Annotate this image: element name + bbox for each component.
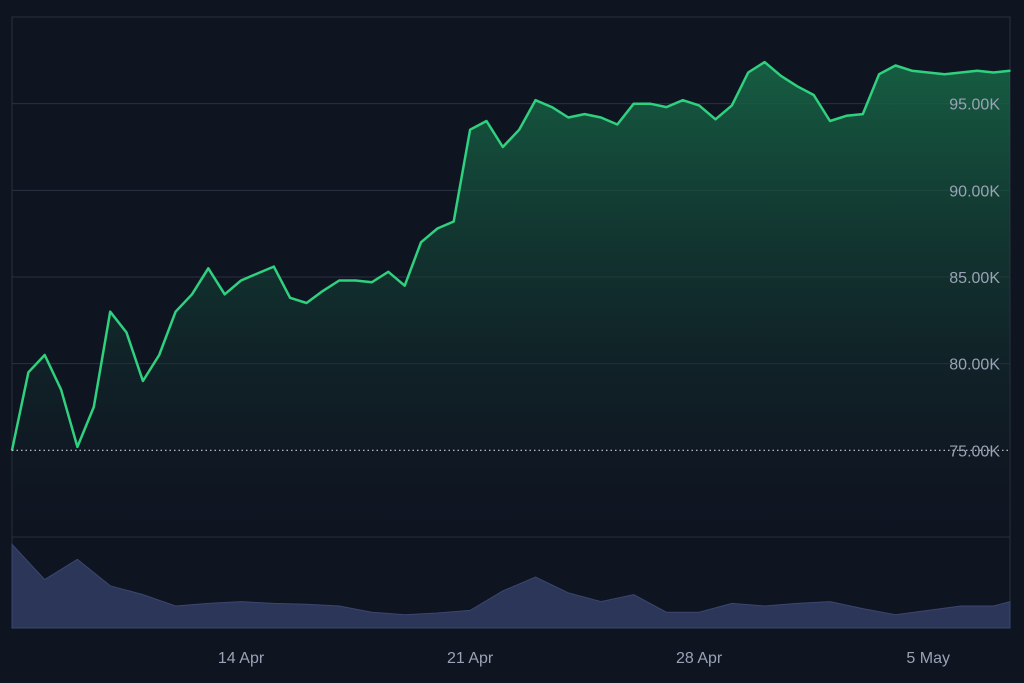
price-point [583, 113, 586, 115]
x-axis: 14 Apr 21 Apr 28 Apr 5 May [218, 650, 950, 667]
price-point [240, 279, 242, 282]
price-point [93, 406, 95, 408]
price-point [76, 446, 79, 448]
price-point [927, 71, 929, 74]
price-point [780, 75, 782, 77]
price-point [534, 99, 537, 101]
price-area [12, 62, 1010, 537]
price-point [354, 279, 357, 282]
y-tick-label: 95.00K [949, 97, 1000, 114]
price-point [174, 310, 177, 313]
price-point [502, 146, 504, 148]
price-point [911, 69, 913, 72]
price-point [142, 380, 144, 382]
price-point [665, 106, 668, 108]
price-point [681, 99, 684, 101]
price-point [731, 104, 733, 107]
y-tick-label: 80.00K [949, 357, 1000, 374]
price-point [305, 302, 308, 304]
price-point [158, 354, 161, 356]
price-point [551, 106, 553, 108]
x-tick-label: 5 May [906, 650, 950, 667]
price-point [207, 267, 210, 270]
price-point [223, 293, 226, 296]
price-point [371, 281, 373, 284]
price-point [992, 71, 995, 74]
x-tick-label: 14 Apr [218, 650, 265, 667]
price-point [322, 290, 324, 292]
price-point [109, 310, 111, 313]
price-point [403, 284, 406, 287]
price-line-path [10, 60, 1011, 451]
price-point [338, 279, 341, 282]
price-point [698, 104, 700, 107]
price-point [567, 116, 570, 119]
price-point [60, 388, 62, 391]
price-point [436, 227, 439, 230]
price-point [191, 293, 193, 296]
price-point [387, 271, 390, 273]
price-point [894, 64, 897, 67]
y-axis: 75.00K 80.00K 85.00K 90.00K 95.00K [949, 97, 1000, 461]
price-area-fill [12, 62, 1010, 537]
price-point [469, 128, 471, 131]
price-point [420, 241, 422, 244]
x-tick-label: 28 Apr [676, 650, 723, 667]
price-line [10, 60, 1011, 452]
price-point [485, 120, 488, 122]
price-point [616, 123, 619, 126]
price-point [1009, 69, 1011, 72]
price-point [747, 71, 750, 74]
price-point [518, 128, 520, 131]
price-point [256, 272, 259, 275]
price-point [600, 116, 602, 119]
y-tick-label: 75.00K [949, 443, 1000, 460]
price-point [861, 113, 864, 115]
price-point [125, 331, 128, 334]
price-point [976, 69, 979, 72]
price-point [272, 265, 275, 268]
price-point [452, 220, 455, 223]
y-tick-label: 85.00K [949, 270, 1000, 287]
price-point [796, 85, 799, 88]
price-point [649, 102, 651, 105]
price-point [763, 61, 766, 63]
y-tick-label: 90.00K [949, 183, 1000, 200]
price-point [812, 94, 815, 96]
price-point [27, 371, 30, 374]
price-point [829, 120, 831, 122]
price-point [632, 102, 635, 105]
volume-area [11, 543, 1011, 629]
x-tick-label: 21 Apr [447, 650, 494, 667]
volume-area-fill [11, 543, 1011, 629]
price-point [943, 73, 946, 75]
price-point [878, 73, 880, 75]
price-point [289, 297, 291, 299]
price-point [43, 354, 46, 356]
price-point [960, 71, 962, 74]
price-point [714, 118, 717, 121]
price-point [845, 115, 848, 117]
